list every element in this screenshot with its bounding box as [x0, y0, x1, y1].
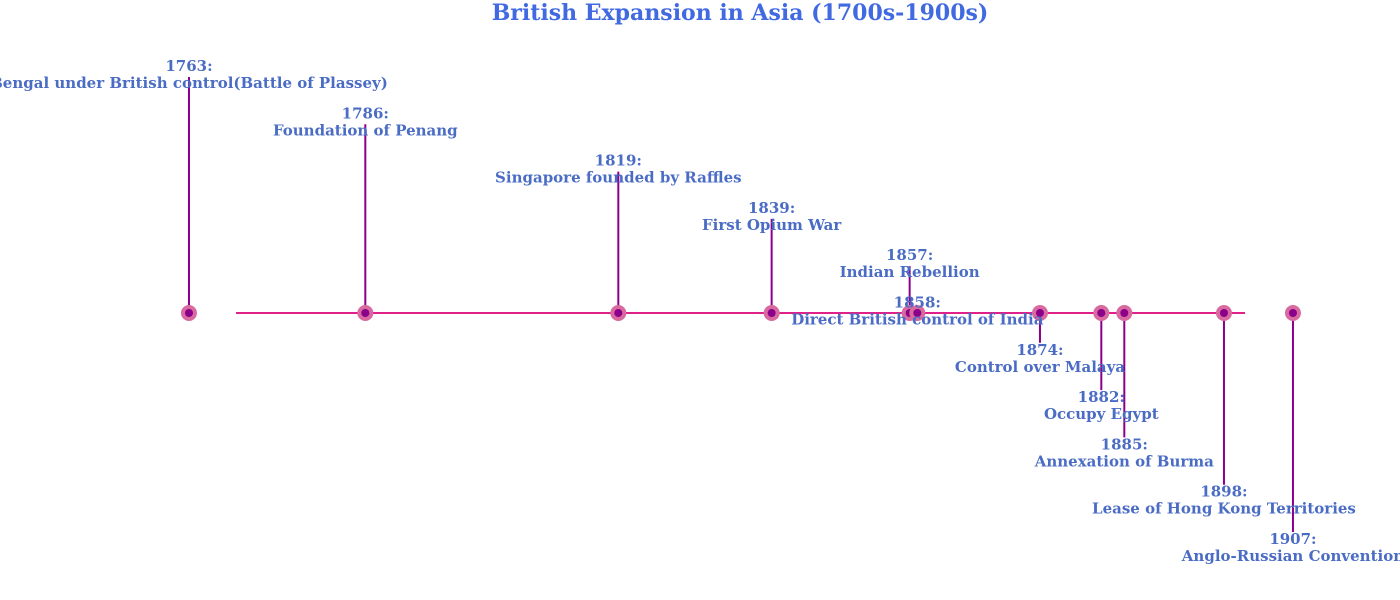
event-date: 1858: — [894, 294, 941, 312]
event-marker — [184, 309, 193, 317]
event-label: Indian Rebellion — [840, 263, 980, 281]
event-marker — [1097, 309, 1106, 317]
event-label: Singapore founded by Raffles — [495, 169, 742, 187]
event-marker — [913, 309, 922, 317]
event-label: Foundation of Penang — [273, 121, 458, 139]
event-date: 1819: — [595, 152, 642, 170]
event-date: 1898: — [1200, 483, 1247, 501]
event-date: 1786: — [342, 104, 389, 122]
event-marker — [1120, 309, 1129, 317]
event-date: 1907: — [1269, 530, 1316, 548]
event-date: 1857: — [886, 246, 933, 264]
event-label: Annexation of Burma — [1034, 452, 1214, 470]
event-label: Bengal under British control(Battle of P… — [0, 74, 388, 92]
event-label: Lease of Hong Kong Territories — [1092, 500, 1356, 518]
event-marker — [1219, 309, 1228, 317]
event-label: Occupy Egypt — [1044, 405, 1159, 423]
event-label: Anglo-Russian Convention — [1181, 547, 1400, 565]
event-label: Direct British control of India — [791, 311, 1044, 329]
event-date: 1763: — [165, 57, 212, 75]
event-marker — [1288, 309, 1297, 317]
event-date: 1882: — [1078, 388, 1125, 406]
event-marker — [361, 309, 370, 317]
event-marker — [767, 309, 776, 317]
event-marker — [1035, 309, 1044, 317]
event-date: 1839: — [748, 199, 795, 217]
event-date: 1874: — [1016, 341, 1063, 359]
event-label: First Opium War — [702, 216, 842, 234]
event-date: 1885: — [1101, 435, 1148, 453]
chart-title: British Expansion in Asia (1700s-1900s) — [492, 0, 989, 26]
event-label: Control over Malaya — [955, 358, 1125, 376]
event-marker — [614, 309, 623, 317]
